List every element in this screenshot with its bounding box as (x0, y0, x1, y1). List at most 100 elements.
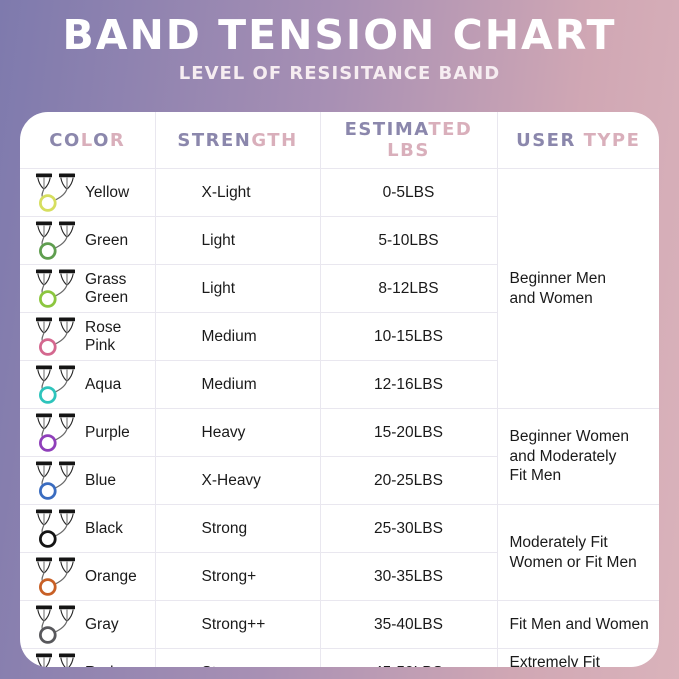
header-text-segment: TED LBS (387, 119, 473, 161)
resistance-band-icon (36, 461, 75, 500)
band-color-cell: Black (20, 504, 156, 553)
band-color-name: Aqua (85, 375, 122, 393)
estimated-lbs-cell: 35-40LBS (320, 600, 498, 649)
resistance-band-icon (36, 365, 75, 404)
strength-cell: X-Heavy (155, 456, 321, 505)
header-text-segment: USER (516, 129, 584, 151)
table-row: Gray Strong++ 35-40LBS Fit Men and Women (20, 600, 659, 649)
band-color-name: Green (85, 231, 129, 249)
estimated-lbs-cell: 30-35LBS (320, 552, 498, 601)
band-color-name: Blue (85, 471, 117, 489)
header-cell-estimated-lbs: ESTIMATED LBS (320, 112, 498, 169)
header-text-segment: CO (49, 129, 81, 151)
band-color-name: Black (85, 519, 123, 537)
band-color-wrap: Blue (33, 460, 154, 502)
band-color-wrap: Green (33, 220, 154, 262)
band-color-name: Yellow (85, 183, 130, 201)
header-text-segment: STREN (177, 129, 252, 151)
user-type-cell: Fit Men and Women (497, 600, 659, 649)
band-color-name: Orange (85, 567, 137, 585)
band-color-wrap: Red (33, 652, 154, 667)
strength-cell: Heavy (155, 408, 321, 457)
strength-cell: Medium (155, 312, 321, 361)
header-text-segment: ESTIMA (344, 119, 429, 140)
strength-cell: Strong+++ (155, 648, 321, 667)
estimated-lbs-cell: 8-12LBS (320, 264, 498, 313)
header-cell-color: COLOR (20, 112, 156, 169)
table-row: Green Light 5-10LBS (20, 216, 659, 265)
table-row: Rose Pink Medium 10-15LBS (20, 312, 659, 361)
estimated-lbs-cell: 20-25LBS (320, 456, 498, 505)
header-text-segment: TYPE (583, 129, 641, 151)
band-color-wrap: Black (33, 508, 154, 550)
strength-cell: Light (155, 264, 321, 313)
estimated-lbs-cell: 25-30LBS (320, 504, 498, 553)
band-color-cell: Blue (20, 456, 156, 505)
header-text-segment: L (80, 129, 94, 151)
estimated-lbs-cell: 12-16LBS (320, 360, 498, 409)
header-text-segment: O (93, 129, 110, 151)
resistance-band-icon (36, 317, 75, 356)
band-color-cell: Gray (20, 600, 156, 649)
band-color-wrap: Yellow (33, 172, 154, 214)
band-color-cell: Aqua (20, 360, 156, 409)
band-color-name: Red (85, 664, 147, 667)
strength-cell: Strong++ (155, 600, 321, 649)
strength-cell: X-Light (155, 168, 321, 217)
band-color-wrap: Grass Green (33, 268, 154, 310)
user-type-cell: Beginner Men and Women (497, 168, 659, 409)
header-text-segment: R (109, 129, 126, 151)
band-color-wrap: Orange (33, 556, 154, 598)
table-header-row: COLOR STRENGTH ESTIMATED LBS USER TYPE (20, 112, 659, 169)
page-subtitle: LEVEL OF RESISITANCE BAND (178, 63, 501, 85)
table-row: Grass Green Light 8-12LBS (20, 264, 659, 313)
estimated-lbs-cell: 15-20LBS (320, 408, 498, 457)
band-color-name: Grass Green (85, 270, 129, 306)
page-title: BAND TENSION CHART (62, 11, 617, 59)
user-type-cell: Moderately Fit Women or Fit Men (497, 504, 659, 601)
table-row: Orange Strong+ 30-35LBS (20, 552, 659, 601)
estimated-lbs-cell: 10-15LBS (320, 312, 498, 361)
resistance-band-icon (36, 605, 75, 644)
band-color-wrap: Gray (33, 604, 154, 646)
band-color-cell: Yellow (20, 168, 156, 217)
band-color-cell: Grass Green (20, 264, 156, 313)
estimated-lbs-cell: 0-5LBS (320, 168, 498, 217)
band-color-wrap: Purple (33, 412, 154, 454)
resistance-band-icon (36, 269, 75, 308)
band-color-name: Gray (85, 615, 119, 633)
band-color-cell: Green (20, 216, 156, 265)
table-row: Blue X-Heavy 20-25LBS (20, 456, 659, 505)
resistance-band-icon (36, 221, 75, 260)
band-color-name: Rose Pink (85, 318, 122, 354)
chart-card: COLOR STRENGTH ESTIMATED LBS USER TYPE Yell… (20, 112, 659, 667)
resistance-band-icon (36, 509, 75, 548)
table-row: Purple Heavy 15-20LBS Beginner Women and Mo… (20, 408, 659, 505)
resistance-band-icon (36, 413, 75, 452)
header-cell-strength: STRENGTH (155, 112, 321, 169)
resistance-band-icon (36, 653, 75, 667)
resistance-band-icon (36, 173, 75, 212)
band-color-name: Purple (85, 423, 130, 441)
band-color-wrap: Aqua (33, 364, 154, 406)
user-type-cell: Beginner Women and Moderately Fit Men (497, 408, 659, 505)
band-color-cell: Red (20, 648, 156, 667)
strength-cell: Strong+ (155, 552, 321, 601)
estimated-lbs-cell: 45-50LBS (320, 648, 498, 667)
table-row: Red Strong+++45-50LBS Extremely Fit Men an… (20, 648, 659, 667)
masthead: BAND TENSION CHART LEVEL OF RESISITANCE … (0, 0, 679, 84)
strength-cell: Strong (155, 504, 321, 553)
tension-table: COLOR STRENGTH ESTIMATED LBS USER TYPE Yell… (20, 112, 659, 667)
header-text-segment: GTH (251, 129, 298, 151)
table-row: Black Strong 25-30LBS Moderately Fit Women … (20, 504, 659, 601)
strength-cell: Light (155, 216, 321, 265)
table-row: Yellow X-Light 0-5LBS Beginner Men and Wome… (20, 168, 659, 409)
band-color-cell: Orange (20, 552, 156, 601)
user-type-cell: Extremely Fit Men and Women (509, 654, 600, 667)
estimated-lbs-cell: 5-10LBS (320, 216, 498, 265)
band-color-cell: Rose Pink (20, 312, 156, 361)
band-color-wrap: Rose Pink (33, 316, 154, 358)
band-color-cell: Purple (20, 408, 156, 457)
resistance-band-icon (36, 557, 75, 596)
